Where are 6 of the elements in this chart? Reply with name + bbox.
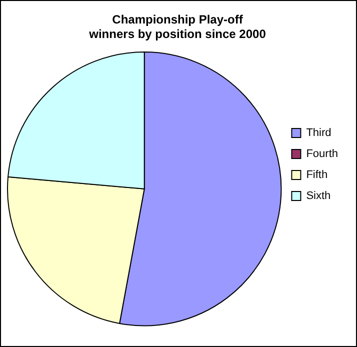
legend-label: Sixth <box>306 190 331 202</box>
legend-label: Fifth <box>306 169 328 182</box>
legend-label: Third <box>306 127 332 140</box>
text: Championship Play-off <box>112 12 243 27</box>
legend-label: Fourth <box>306 148 338 160</box>
text: winners by position since 2000 <box>89 26 266 41</box>
